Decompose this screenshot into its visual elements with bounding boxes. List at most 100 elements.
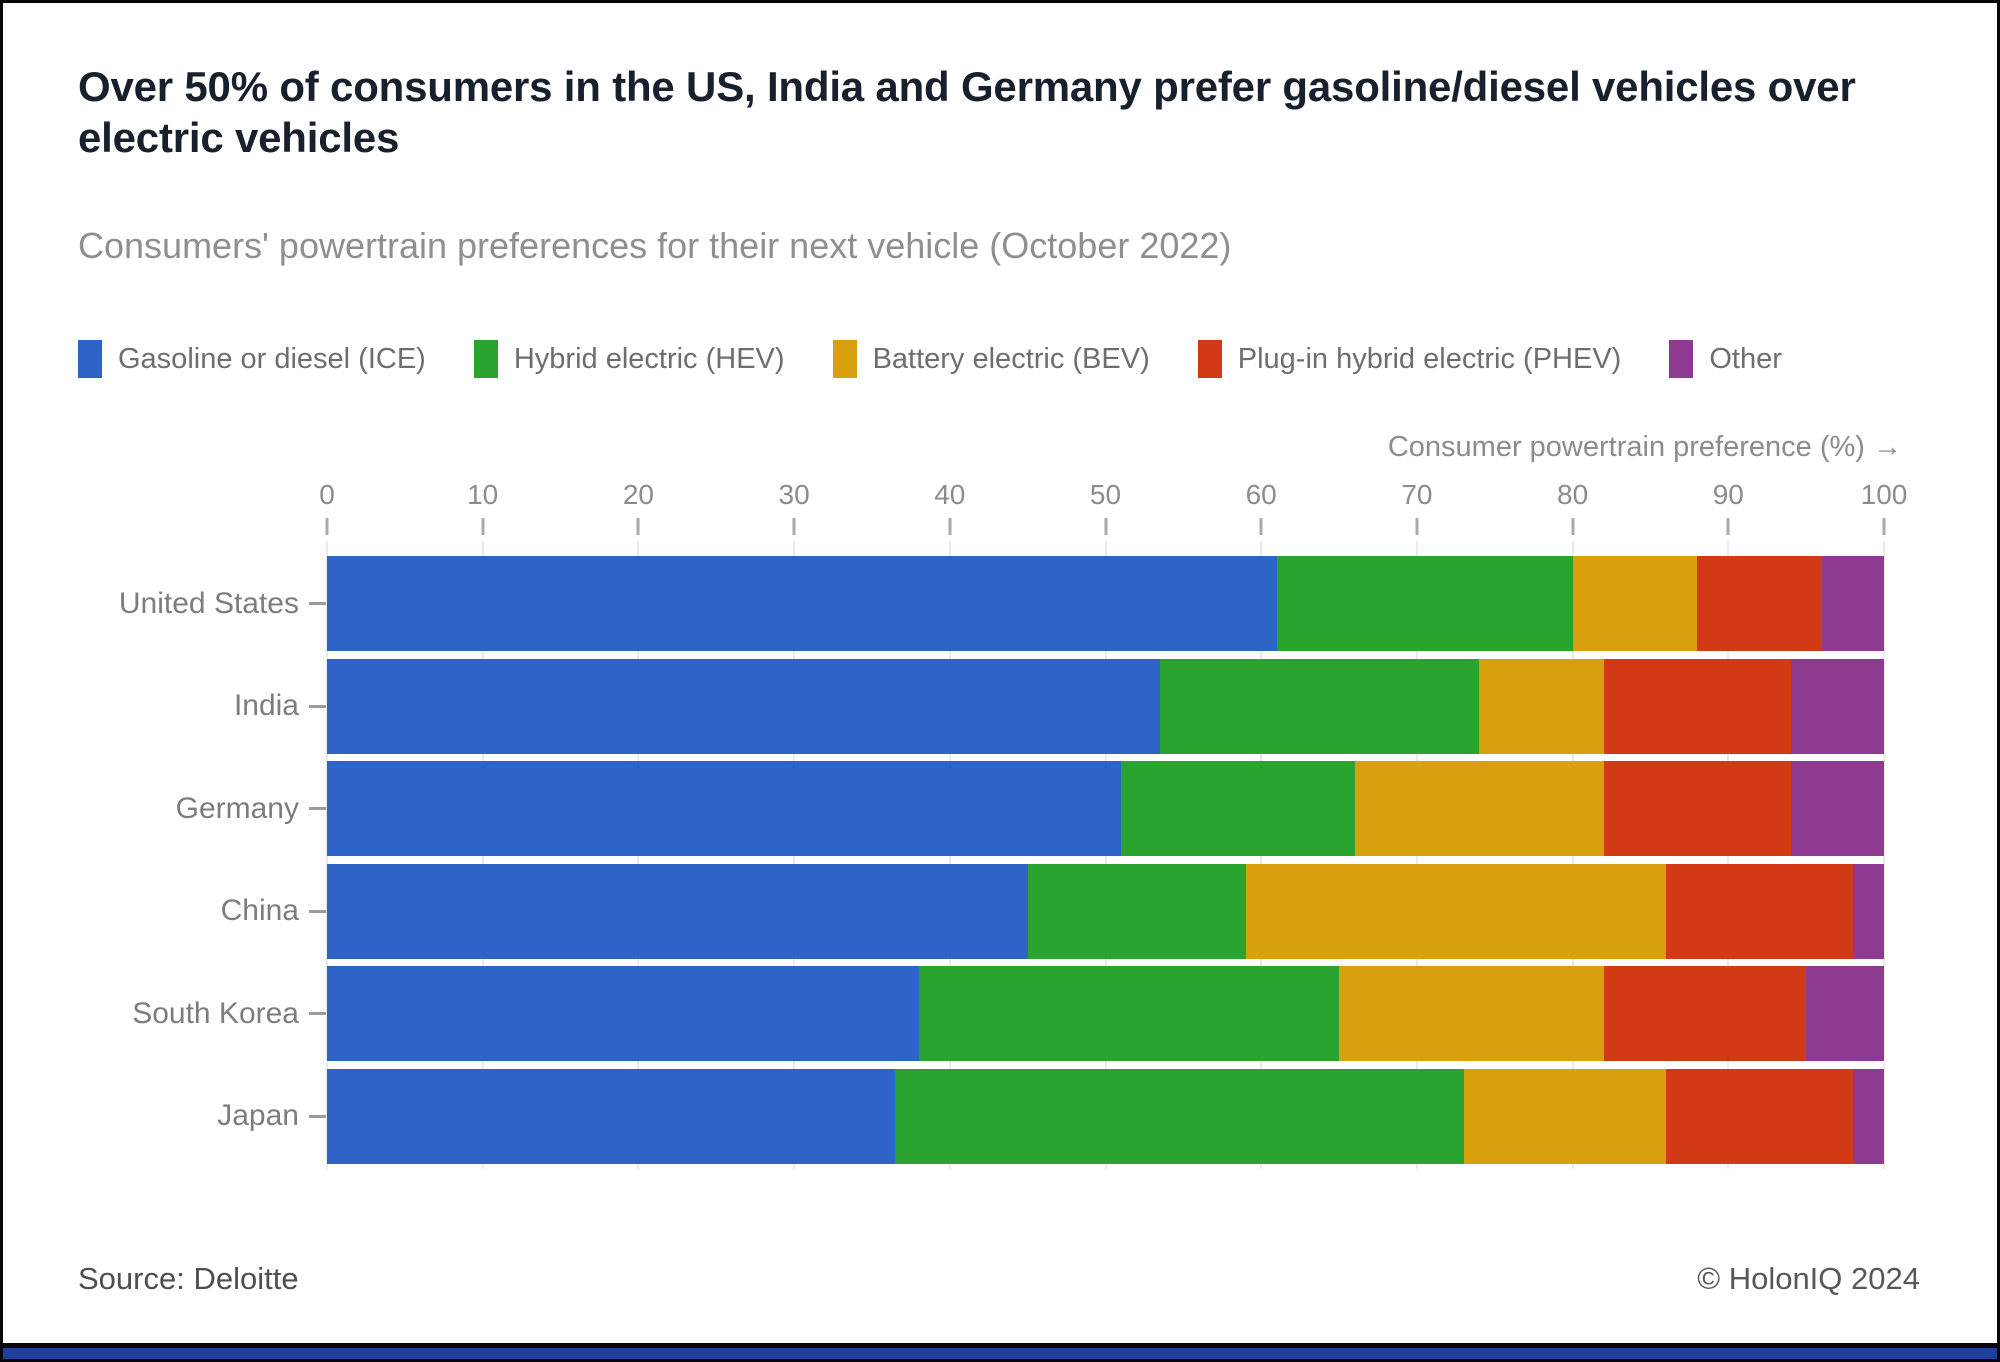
bar-segment: [327, 761, 1122, 856]
bar-segment: [327, 863, 1028, 959]
category-label-row: United States: [3, 556, 326, 651]
x-tick-label: 40: [934, 479, 966, 510]
gridline: [1883, 541, 1885, 1169]
bar-segment: [1790, 761, 1884, 856]
bar-segment: [1463, 1068, 1666, 1164]
category-label-row: South Korea: [3, 966, 326, 1061]
legend-item: Plug-in hybrid electric (PHEV): [1197, 340, 1622, 378]
chart-subtitle: Consumers' powertrain preferences for th…: [78, 225, 1232, 266]
legend-label: Plug-in hybrid electric (PHEV): [1237, 342, 1622, 375]
y-tick-mark: [309, 704, 326, 708]
y-tick-mark: [309, 807, 326, 810]
copyright-text: © HolonIQ 2024: [1697, 1261, 1920, 1296]
bar-segment: [1479, 658, 1604, 754]
bar-segment: [1852, 863, 1884, 959]
x-tick-label: 30: [778, 479, 810, 510]
category-label-row: Germany: [3, 761, 326, 856]
x-tick-label: 70: [1401, 479, 1433, 510]
category-label: South Korea: [132, 996, 299, 1030]
x-tick-mark: [1571, 518, 1575, 535]
x-tick-mark: [1726, 518, 1730, 535]
bar-segment: [1245, 863, 1666, 959]
bar-segment: [1852, 1068, 1884, 1164]
x-tick-label: 90: [1712, 479, 1744, 510]
bar-segment: [1354, 761, 1604, 856]
x-tick-mark: [636, 518, 640, 535]
legend-label: Hybrid electric (HEV): [513, 342, 785, 375]
category-label: China: [220, 894, 299, 927]
bar-segment: [1603, 658, 1791, 754]
category-label: India: [233, 689, 299, 722]
legend-swatch-icon: [1669, 340, 1694, 378]
bar-segment: [1697, 556, 1822, 651]
chart-title: Over 50% of consumers in the US, India a…: [78, 63, 1856, 162]
legend-swatch-icon: [473, 340, 498, 378]
bar-segment: [1276, 556, 1573, 651]
legend-label: Gasoline or diesel (ICE): [118, 342, 426, 375]
legend-item: Hybrid electric (HEV): [473, 340, 785, 378]
bar-row: [327, 556, 1884, 651]
x-axis-tick-labels: 0 10 20 30 40 50 60 70 80 90 100: [319, 479, 1907, 513]
category-label-row: India: [3, 659, 326, 754]
plot-area: [326, 541, 1885, 1169]
bar-segment: [918, 966, 1340, 1061]
x-tick-mark: [1104, 518, 1107, 535]
brand-accent-bar: [3, 1348, 1997, 1359]
legend-label: Other: [1709, 342, 1782, 375]
category-label-row: China: [3, 864, 326, 959]
bar-segment: [1572, 556, 1698, 651]
legend: Gasoline or diesel (ICE) Hybrid electric …: [78, 335, 1782, 383]
x-tick-label: 100: [1860, 479, 1908, 510]
bar-segment: [1121, 761, 1355, 856]
bar-segment: [327, 556, 1277, 651]
x-axis-tick-marks: [325, 518, 1886, 535]
y-tick-mark: [309, 909, 326, 913]
bar-row: [327, 966, 1884, 1061]
bottom-divider: [3, 1343, 1997, 1348]
legend-label: Battery electric (BEV): [872, 342, 1150, 375]
category-label: Japan: [217, 1099, 299, 1132]
x-tick-label: 80: [1557, 479, 1589, 510]
x-tick-mark: [792, 518, 796, 535]
x-tick-label: 50: [1089, 479, 1122, 510]
x-axis-title: Consumer powertrain preference (%) →: [1387, 431, 1902, 463]
legend-item: Other: [1669, 340, 1782, 378]
category-labels: United States India Germany China South Kore…: [3, 541, 326, 1169]
bar-segment: [1339, 966, 1604, 1061]
x-tick-mark: [1259, 518, 1263, 535]
legend-swatch-icon: [1197, 340, 1222, 378]
bar-segment: [1665, 863, 1853, 959]
bar-segment: [1666, 1068, 1853, 1164]
legend-swatch-icon: [832, 340, 857, 378]
bar-segment: [327, 966, 919, 1061]
bar-row: [327, 761, 1884, 856]
bar-row: [327, 1068, 1884, 1164]
legend-item: Gasoline or diesel (ICE): [78, 340, 426, 378]
category-label: United States: [118, 586, 299, 620]
bar-segment: [327, 1068, 896, 1164]
x-tick-mark: [1415, 518, 1419, 535]
bar-row: [327, 863, 1884, 959]
legend-swatch-icon: [78, 340, 102, 378]
y-tick-mark: [309, 1114, 326, 1118]
category-label: Germany: [175, 791, 299, 825]
y-tick-mark: [309, 1012, 326, 1015]
x-tick-label: 20: [622, 479, 654, 510]
bar-segment: [895, 1068, 1464, 1164]
legend-item: Battery electric (BEV): [832, 340, 1150, 378]
x-tick-label: 0: [319, 479, 335, 510]
x-tick-label: 10: [467, 479, 499, 510]
bar-segment: [327, 658, 1160, 754]
x-tick-mark: [1882, 518, 1886, 535]
x-tick-mark: [325, 518, 329, 535]
bar-segment: [1821, 556, 1884, 651]
y-tick-mark: [309, 602, 326, 605]
bar-segment: [1603, 966, 1807, 1061]
category-label-row: Japan: [3, 1069, 326, 1164]
bar-segment: [1806, 966, 1884, 1061]
bar-segment: [1159, 658, 1480, 754]
x-tick-mark: [481, 518, 485, 535]
bar-segment: [1603, 761, 1791, 856]
source-text: Source: Deloitte: [78, 1261, 299, 1296]
